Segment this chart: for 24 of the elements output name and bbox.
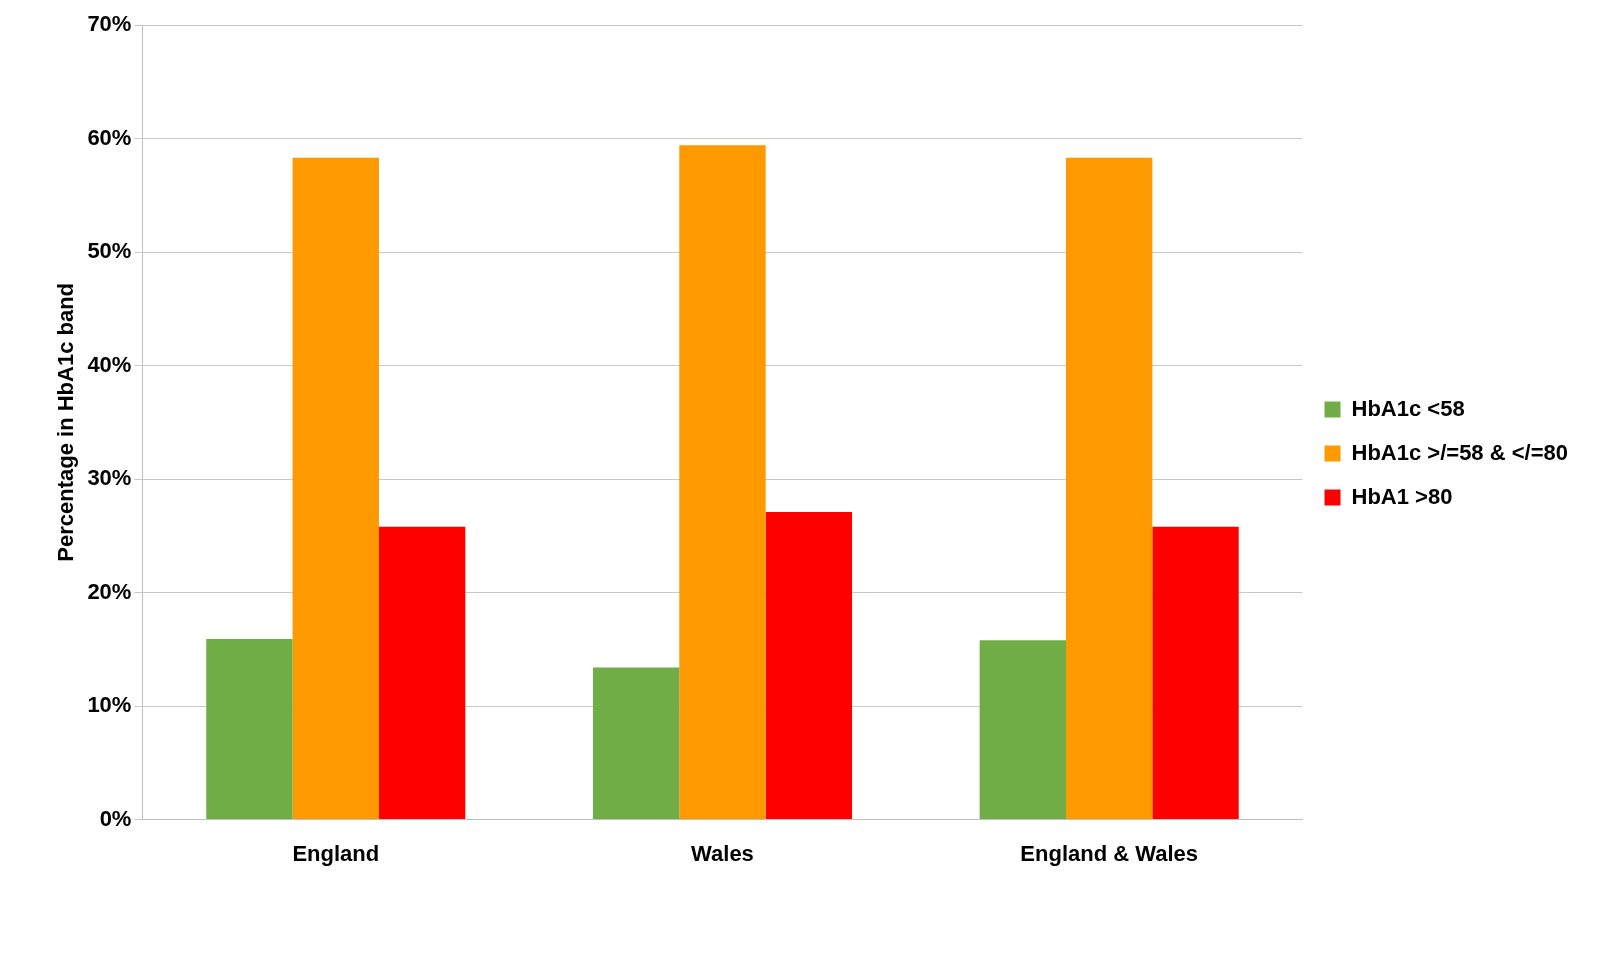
y-tick-label: 40%	[87, 351, 132, 377]
bar	[765, 511, 853, 820]
y-tick-label: 60%	[87, 124, 132, 150]
bar	[679, 145, 766, 820]
legend-label: HbA1c <58	[1351, 395, 1465, 421]
bar	[292, 157, 379, 820]
bar	[206, 639, 293, 820]
y-tick-label: 10%	[87, 692, 132, 718]
y-tick-label: 70%	[87, 11, 132, 37]
legend-label: HbA1 >80	[1351, 483, 1453, 509]
y-axis-title: Percentage in HbA1c band	[53, 282, 79, 562]
y-tick-label: 30%	[87, 465, 132, 491]
bar	[1152, 526, 1239, 820]
bar	[979, 640, 1066, 820]
x-tick-label: England	[292, 840, 380, 866]
bar	[592, 667, 680, 820]
x-tick-label: Wales	[691, 840, 754, 866]
x-tick-label: England & Wales	[1020, 840, 1199, 866]
bar	[378, 526, 466, 820]
legend-label: HbA1c >/=58 & </=80	[1351, 439, 1568, 465]
bar	[1066, 157, 1153, 820]
y-tick-label: 50%	[87, 238, 132, 264]
y-tick-label: 0%	[99, 805, 132, 831]
y-tick-label: 20%	[87, 578, 132, 604]
